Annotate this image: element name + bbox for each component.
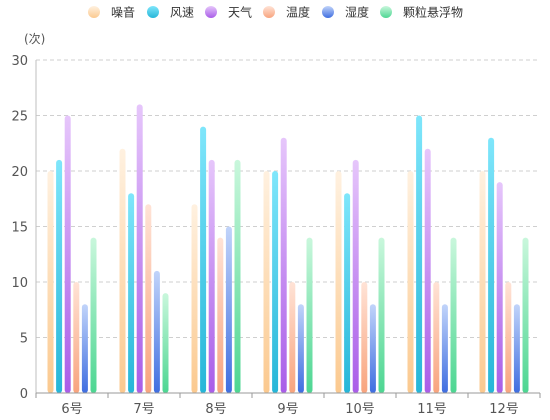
bar-2-5[interactable] [344, 193, 351, 393]
bar-1-2[interactable] [119, 148, 126, 393]
y-axis-unit-label: (次) [24, 32, 45, 46]
y-tick-label: 0 [20, 387, 28, 402]
y-tick-label: 30 [11, 54, 28, 69]
x-tick-label: 10号 [345, 402, 375, 417]
bar-6-7[interactable] [522, 237, 529, 393]
y-tick-label: 5 [20, 332, 28, 347]
bar-6-2[interactable] [162, 293, 169, 393]
x-axis: 6号 7号 8号 9号 10号 11号 12号 [35, 392, 541, 417]
legend-swatch-2[interactable] [147, 6, 159, 18]
x-tick-label: 11号 [417, 402, 447, 417]
bar-1-5[interactable] [335, 171, 342, 393]
bars [47, 104, 529, 394]
bar-2-1[interactable] [56, 159, 63, 393]
legend-label-4[interactable]: 温度 [286, 5, 310, 20]
bar-6-5[interactable] [378, 237, 385, 393]
bar-3-3[interactable] [208, 159, 215, 393]
bar-2-6[interactable] [416, 115, 423, 394]
legend-label-3[interactable]: 天气 [228, 5, 252, 20]
bar-4-2[interactable] [145, 204, 152, 393]
bar-3-4[interactable] [280, 137, 287, 393]
x-tick-label: 9号 [277, 402, 298, 417]
bar-6-6[interactable] [450, 237, 457, 393]
bar-6-3[interactable] [234, 159, 241, 393]
bar-4-7[interactable] [505, 282, 512, 393]
y-tick-label: 10 [11, 276, 28, 291]
bar-5-5[interactable] [369, 304, 376, 393]
bar-2-4[interactable] [272, 171, 279, 393]
bar-3-2[interactable] [136, 104, 143, 394]
bar-6-4[interactable] [306, 237, 313, 393]
bar-1-7[interactable] [479, 171, 486, 393]
bar-1-1[interactable] [47, 171, 54, 393]
bar-5-1[interactable] [81, 304, 88, 393]
bar-4-5[interactable] [361, 282, 368, 393]
y-tick-label: 15 [11, 221, 28, 236]
legend: 噪音 风速 天气 温度 湿度 颗粒悬浮物 [88, 5, 463, 20]
bar-3-7[interactable] [496, 182, 503, 393]
bar-4-3[interactable] [217, 237, 224, 393]
bar-1-4[interactable] [263, 171, 270, 393]
y-tick-label: 20 [11, 165, 28, 180]
legend-label-5[interactable]: 湿度 [345, 5, 369, 20]
bar-4-1[interactable] [73, 282, 80, 393]
bar-2-7[interactable] [488, 137, 495, 393]
legend-swatch-4[interactable] [263, 6, 275, 18]
bar-5-7[interactable] [513, 304, 520, 393]
bar-5-6[interactable] [441, 304, 448, 393]
x-tick-label: 8号 [205, 402, 226, 417]
bar-2-2[interactable] [128, 193, 135, 393]
bar-1-6[interactable] [407, 171, 414, 393]
x-tick-label: 6号 [61, 402, 82, 417]
x-tick-label: 7号 [133, 402, 154, 417]
bar-1-3[interactable] [191, 204, 198, 393]
bar-3-1[interactable] [64, 115, 71, 394]
bar-3-5[interactable] [352, 159, 359, 393]
x-tick-label: 12号 [489, 402, 519, 417]
legend-swatch-3[interactable] [205, 6, 217, 18]
legend-label-6[interactable]: 颗粒悬浮物 [403, 5, 463, 20]
legend-label-2[interactable]: 风速 [170, 6, 194, 20]
bar-4-6[interactable] [433, 282, 440, 393]
bar-4-4[interactable] [289, 282, 296, 393]
bar-5-4[interactable] [297, 304, 304, 393]
grid-lines [36, 59, 540, 338]
y-tick-label: 25 [11, 110, 28, 125]
y-axis-ticks: 0 5 10 15 20 25 30 [11, 54, 37, 402]
bar-5-2[interactable] [153, 270, 160, 393]
legend-swatch-6[interactable] [380, 6, 392, 18]
bar-5-3[interactable] [225, 226, 232, 394]
legend-swatch-5[interactable] [322, 6, 334, 18]
bar-2-3[interactable] [200, 126, 207, 393]
legend-label-1[interactable]: 噪音 [111, 5, 135, 20]
bar-3-6[interactable] [424, 148, 431, 393]
legend-swatch-1[interactable] [88, 6, 100, 18]
bar-6-1[interactable] [90, 237, 97, 393]
